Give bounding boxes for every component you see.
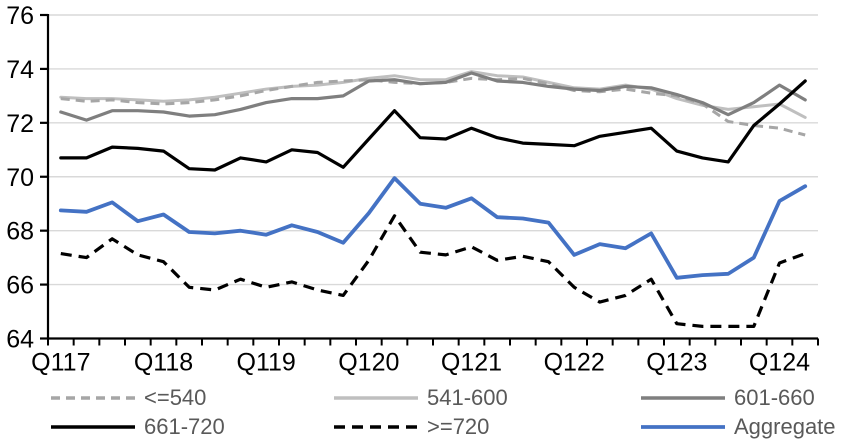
- legend-label-541-600: 541-600: [427, 385, 508, 410]
- legend-label-601-660: 601-660: [734, 385, 815, 410]
- x-tick-label: Q122: [544, 349, 605, 377]
- y-tick-label: 74: [6, 56, 34, 84]
- legend-item-aggregate: Aggregate: [640, 414, 836, 439]
- series-line-541-600: [59, 70, 807, 119]
- legend-label-le540: <=540: [144, 385, 207, 410]
- legend-line-sample-661-720: [51, 425, 135, 429]
- y-tick-label: 64: [6, 326, 34, 354]
- legend-line-sample-aggregate: [641, 425, 725, 429]
- x-tick-label: Q118: [134, 349, 193, 377]
- y-tick-label: 68: [6, 218, 34, 246]
- y-tick-label: 76: [6, 2, 34, 30]
- y-tick-label: 72: [6, 110, 34, 138]
- x-tick-label: Q121: [441, 349, 502, 377]
- x-tick-label: Q120: [338, 349, 399, 377]
- series-line-540: [60, 76, 806, 137]
- y-tick-label: 66: [6, 272, 34, 300]
- legend-item-le540: <=540: [50, 385, 207, 410]
- x-tick-label: Q123: [646, 349, 707, 377]
- legend-item-601-660: 601-660: [640, 385, 815, 410]
- legend-item-ge720: >=720: [333, 414, 490, 439]
- legend-item-541-600: 541-600: [333, 385, 508, 410]
- y-tick-label: 70: [6, 164, 34, 192]
- series-line-aggregate: [58, 176, 808, 280]
- legend-line-sample-541-600: [334, 396, 418, 400]
- legend-line-sample-le540: [51, 396, 135, 400]
- legend-line-sample-601-660: [641, 396, 725, 400]
- x-tick-label: Q124: [749, 349, 810, 377]
- x-tick-label: Q117: [31, 349, 90, 377]
- series-line-601-660: [59, 71, 807, 122]
- legend-item-661-720: 661-720: [50, 414, 225, 439]
- legend-line-sample-ge720: [334, 425, 418, 429]
- series-line-661-720: [59, 79, 807, 172]
- legend-label-ge720: >=720: [427, 414, 490, 439]
- legend-label-661-720: 661-720: [144, 414, 225, 439]
- x-tick-label: Q119: [237, 349, 296, 377]
- legend-label-aggregate: Aggregate: [734, 414, 836, 439]
- series-line-720: [60, 214, 806, 328]
